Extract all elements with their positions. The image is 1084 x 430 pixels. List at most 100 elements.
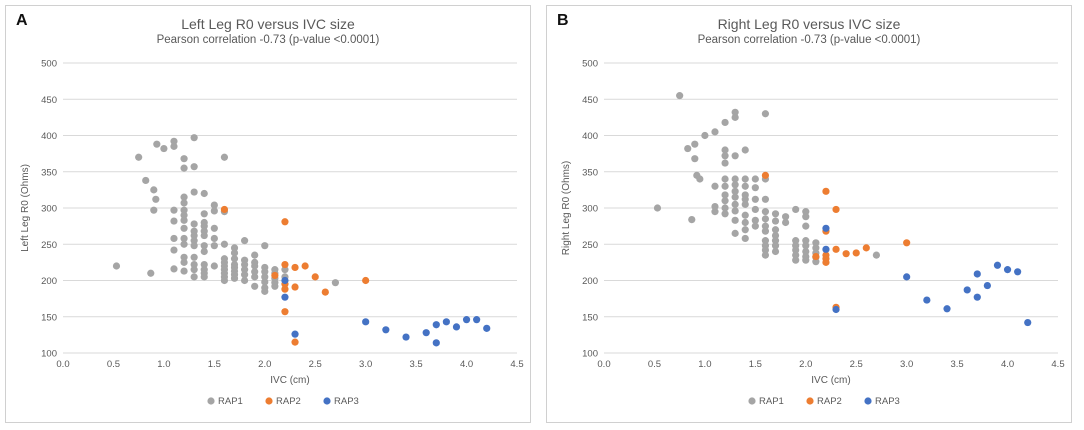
scatter-plot: 100 150 200 250 300 350 400 450 500 0.0 0.5 1.0 1.5 2…	[20, 59, 524, 408]
data-point	[771, 237, 780, 245]
data-point	[792, 251, 800, 259]
data-point	[822, 187, 830, 195]
data-point	[751, 222, 759, 230]
data-point	[711, 202, 719, 211]
data-point	[281, 260, 289, 269]
data-point	[190, 134, 198, 142]
panel-label: B	[557, 12, 569, 29]
data-point	[711, 182, 719, 190]
data-point	[691, 140, 699, 148]
y-tick-label: 150	[582, 312, 598, 323]
data-point	[200, 260, 208, 269]
data-point	[973, 270, 981, 278]
legend-marker-rap2	[265, 397, 273, 405]
data-point	[973, 293, 981, 301]
data-point	[761, 246, 770, 254]
x-tick-label: 3.5	[951, 359, 964, 370]
data-point	[210, 224, 218, 232]
data-point	[802, 222, 810, 230]
data-point	[180, 199, 188, 207]
data-point	[261, 242, 269, 250]
data-point	[220, 240, 229, 248]
y-tick-label: 100	[41, 349, 57, 360]
data-point	[200, 189, 208, 198]
data-point	[792, 256, 800, 264]
data-point	[170, 234, 178, 243]
data-point	[210, 207, 218, 215]
y-tick-label: 150	[41, 312, 57, 323]
x-tick-label: 2.0	[258, 359, 271, 370]
data-point	[462, 316, 471, 324]
data-point	[802, 242, 810, 250]
data-point	[150, 206, 158, 214]
data-point	[251, 268, 259, 276]
data-point	[180, 216, 188, 224]
data-point	[761, 110, 770, 118]
data-point	[903, 273, 911, 281]
data-point	[761, 215, 770, 223]
data-point	[210, 201, 218, 209]
y-axis-title: Left Leg R0 (Ohms)	[20, 164, 31, 252]
data-point	[442, 318, 450, 326]
chart-subtitle: Pearson correlation -0.73 (p-value <0.00…	[156, 34, 380, 46]
data-point	[741, 234, 749, 243]
data-point	[731, 207, 739, 215]
x-tick-label: 1.0	[157, 359, 170, 370]
data-point	[741, 226, 749, 234]
data-point	[170, 246, 178, 254]
data-point	[731, 175, 739, 183]
data-point	[112, 262, 121, 270]
data-point	[731, 181, 739, 189]
data-point	[291, 283, 299, 291]
chart-panel-right: B Right Leg R0 versus IVC size Pearson c…	[546, 5, 1072, 423]
data-point	[812, 239, 820, 247]
data-point	[761, 227, 770, 235]
x-tick-label: 3.0	[359, 359, 372, 370]
data-point	[771, 210, 780, 218]
data-point	[721, 191, 729, 199]
legend-marker-rap1	[207, 397, 215, 405]
y-tick-label: 400	[41, 131, 57, 142]
data-point	[147, 269, 155, 277]
chart-title: Left Leg R0 versus IVC size	[181, 16, 355, 32]
data-point	[761, 195, 770, 203]
data-point	[261, 278, 269, 286]
x-tick-label: 0.0	[597, 359, 610, 370]
chart-panel-left: A Left Leg R0 versus IVC size Pearson co…	[5, 5, 531, 423]
data-point	[241, 260, 249, 269]
data-point	[711, 208, 719, 216]
data-point	[382, 326, 390, 334]
series-rap1	[112, 134, 339, 295]
data-point	[452, 323, 461, 331]
y-tick-label: 100	[582, 349, 598, 360]
data-point	[802, 208, 810, 216]
y-tick-label: 250	[582, 240, 598, 251]
data-point	[281, 285, 289, 293]
data-point	[741, 175, 749, 183]
y-tick-label: 300	[582, 204, 598, 215]
x-tick-label: 1.5	[208, 359, 221, 370]
series-rap2	[761, 171, 911, 311]
data-point	[281, 266, 289, 274]
data-point	[180, 224, 188, 232]
x-tick-label: 4.5	[1051, 359, 1064, 370]
data-point	[301, 262, 309, 270]
x-tick-label: 3.5	[410, 359, 423, 370]
data-point	[483, 324, 491, 332]
data-point	[220, 153, 229, 161]
data-point	[822, 224, 830, 232]
data-point	[180, 234, 188, 243]
data-point	[170, 217, 178, 225]
data-point	[210, 234, 218, 243]
data-point	[281, 218, 289, 226]
data-point	[190, 260, 198, 269]
data-point	[170, 142, 178, 150]
data-point	[802, 213, 810, 221]
data-point	[731, 108, 739, 116]
data-point	[150, 186, 158, 194]
data-point	[1014, 268, 1022, 276]
data-point	[943, 305, 951, 313]
x-tick-label: 1.5	[749, 359, 762, 370]
data-point	[241, 266, 249, 274]
